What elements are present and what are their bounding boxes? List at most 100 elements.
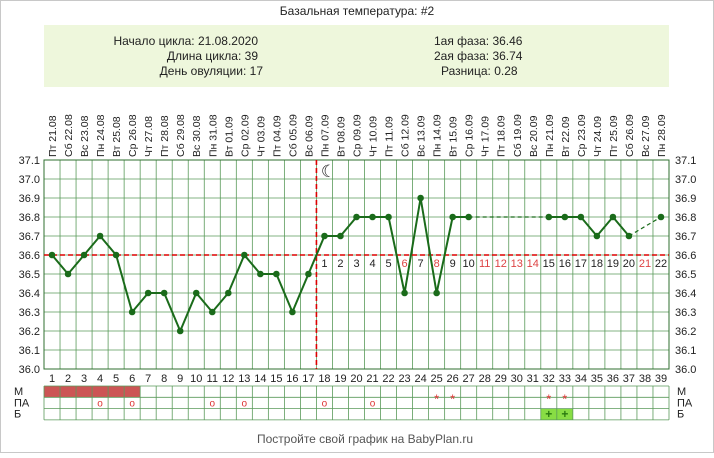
date-label: Пн 31.08 bbox=[207, 114, 219, 157]
temperature-points bbox=[48, 194, 665, 335]
temperature-point bbox=[433, 289, 440, 297]
temperature-point bbox=[561, 213, 569, 221]
date-label: Пн 07.09 bbox=[319, 114, 331, 157]
temperature-point bbox=[192, 289, 200, 297]
temperature-point bbox=[401, 289, 408, 297]
date-label: Чт 27.08 bbox=[143, 116, 155, 157]
date-label: Пт 28.08 bbox=[159, 115, 171, 157]
footer-link[interactable]: Постройте свой график на BabyPlan.ru bbox=[257, 432, 473, 446]
temperature-point bbox=[257, 270, 264, 278]
temperature-point bbox=[385, 213, 392, 221]
temperature-point bbox=[80, 251, 88, 259]
date-label: Сб 22.08 bbox=[63, 114, 75, 157]
cycle-day-label: 6 bbox=[129, 373, 135, 385]
temperature-segment bbox=[275, 273, 294, 313]
spotting-mark: * bbox=[434, 391, 439, 406]
luteal-day-number: 17 bbox=[575, 258, 587, 270]
temperature-segment bbox=[307, 235, 326, 275]
date-label: Чт 24.09 bbox=[592, 116, 604, 157]
temperature-point bbox=[96, 232, 104, 240]
cycle-day-label: 25 bbox=[431, 373, 443, 385]
pregnancy-test-mark: + bbox=[561, 407, 568, 421]
y-tick-right: 36.6 bbox=[675, 250, 696, 262]
cycle-day-label: 33 bbox=[559, 373, 571, 385]
luteal-day-number: 18 bbox=[591, 258, 603, 270]
temperature-point bbox=[273, 270, 280, 278]
date-label: Сб 19.09 bbox=[512, 114, 524, 157]
cycle-day-label: 11 bbox=[207, 373, 218, 385]
y-tick-right: 37.1 bbox=[675, 155, 696, 167]
date-label: Вс 30.08 bbox=[191, 115, 203, 157]
y-tick-left: 37.0 bbox=[19, 174, 40, 186]
temperature-point bbox=[593, 232, 601, 240]
menstruation-cell bbox=[76, 386, 93, 398]
date-label: Пт 18.09 bbox=[496, 115, 508, 157]
cycle-day-label: 31 bbox=[527, 373, 539, 385]
spotting-mark: * bbox=[546, 391, 551, 406]
date-label: Вс 06.09 bbox=[303, 115, 315, 157]
date-label: Ср 02.09 bbox=[239, 114, 251, 157]
cycle-day-label: 5 bbox=[113, 373, 119, 385]
row-label-right: М bbox=[677, 386, 686, 398]
temperature-segment bbox=[67, 254, 85, 275]
ovulation-day-value: 17 bbox=[250, 64, 264, 78]
phase2-line: 2ая фаза: 36.74 bbox=[434, 49, 523, 63]
cycle-day-label: 14 bbox=[254, 373, 266, 385]
ovulation-day-label: День овуляции: bbox=[160, 64, 247, 78]
cycle-start-line: Начало цикла: 21.08.2020 bbox=[113, 34, 258, 48]
temperature-point bbox=[224, 289, 232, 297]
symptom-rows: М МПА ПАБ Б* * * *o o o o o o+ + bbox=[14, 385, 693, 421]
cycle-day-label: 8 bbox=[161, 373, 167, 385]
luteal-day-number: 5 bbox=[385, 258, 391, 270]
cycle-day-label: 28 bbox=[479, 373, 491, 385]
y-tick-right: 36.4 bbox=[675, 288, 696, 300]
cycle-length-value: 39 bbox=[245, 49, 259, 63]
temperature-segment bbox=[435, 216, 454, 294]
pregnancy-test-cell bbox=[556, 408, 573, 420]
date-label: Пн 14.09 bbox=[432, 114, 444, 157]
temperature-point bbox=[48, 251, 56, 259]
intercourse-mark: o bbox=[370, 399, 376, 410]
cycle-day-label: 27 bbox=[463, 373, 475, 385]
y-tick-left: 36.3 bbox=[19, 307, 40, 319]
phase2-value: 36.74 bbox=[492, 49, 522, 63]
cycle-day-label: 10 bbox=[190, 373, 202, 385]
pregnancy-test-cell bbox=[540, 408, 557, 420]
date-label: Пт 21.08 bbox=[47, 115, 59, 157]
cycle-day-label: 36 bbox=[607, 373, 619, 385]
cycle-day-label: 39 bbox=[655, 373, 667, 385]
cycle-day-label: 29 bbox=[495, 373, 507, 385]
temperature-point bbox=[337, 232, 344, 240]
y-tick-left: 36.8 bbox=[19, 212, 40, 224]
temperature-point bbox=[609, 213, 617, 221]
date-label: Чт 03.09 bbox=[255, 116, 267, 157]
temperature-segment bbox=[83, 235, 101, 256]
cycle-day-label: 26 bbox=[447, 373, 459, 385]
luteal-day-number: 2 bbox=[337, 258, 343, 270]
luteal-day-number: 15 bbox=[543, 258, 555, 270]
temperature-point bbox=[176, 327, 184, 335]
intercourse-mark: o bbox=[242, 399, 248, 410]
temperature-point bbox=[545, 213, 553, 221]
luteal-day-number: 8 bbox=[434, 258, 440, 270]
date-label: Пн 24.08 bbox=[95, 114, 107, 157]
temperature-line bbox=[51, 197, 662, 332]
plot-border bbox=[43, 159, 670, 370]
temperature-segment bbox=[115, 254, 134, 313]
luteal-day-number: 11 bbox=[479, 258, 490, 270]
menstruation-cell bbox=[108, 386, 125, 398]
luteal-day-number: 16 bbox=[559, 258, 571, 270]
date-label: Чт 17.09 bbox=[480, 116, 492, 157]
menstruation-cell bbox=[124, 386, 141, 398]
y-tick-left: 36.9 bbox=[19, 193, 40, 205]
intercourse-mark: o bbox=[129, 399, 135, 410]
date-label: Вт 25.08 bbox=[111, 116, 123, 157]
temperature-point bbox=[289, 308, 296, 316]
cycle-day-label: 18 bbox=[318, 373, 330, 385]
date-label: Вт 22.09 bbox=[560, 116, 572, 157]
temperature-point bbox=[449, 213, 456, 221]
cycle-day-labels: 1 2 3 4 5 6 7 8 9 10 11 12 13 14 15 16 17 18 19 20 21 22 23 24 2… bbox=[49, 373, 667, 385]
y-tick-left: 36.7 bbox=[19, 231, 40, 243]
row-label-right: ПА bbox=[677, 397, 693, 409]
